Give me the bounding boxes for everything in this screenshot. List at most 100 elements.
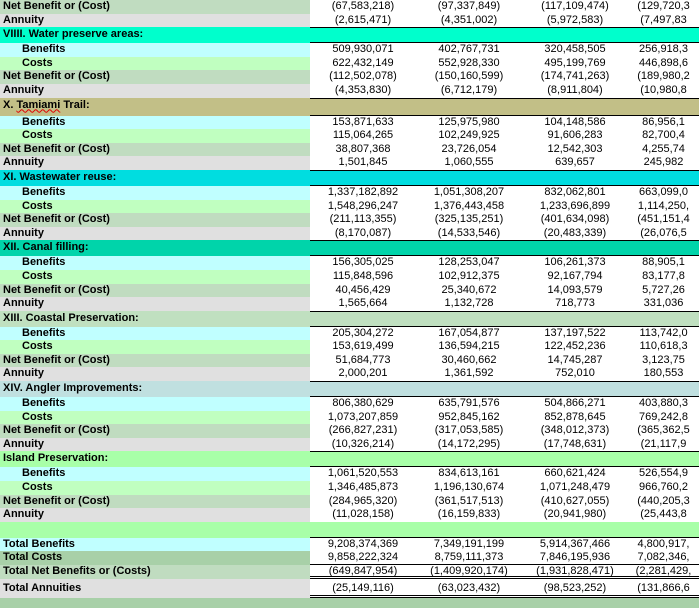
value-cell[interactable] (628, 240, 699, 257)
row-label-cell[interactable]: Total Costs (0, 551, 310, 565)
row-label-cell[interactable]: Net Benefit or (Cost) (0, 213, 310, 227)
value-cell[interactable]: 718,773 (522, 297, 628, 311)
value-cell[interactable] (416, 27, 522, 44)
value-cell[interactable] (310, 240, 416, 257)
value-cell[interactable]: 8,759,111,373 (416, 551, 522, 565)
value-cell[interactable] (628, 451, 699, 468)
value-cell[interactable]: 320,458,505 (522, 43, 628, 57)
value-cell[interactable]: (649,847,954) (310, 565, 416, 579)
value-cell[interactable]: 137,197,522 (522, 326, 628, 341)
value-cell[interactable]: 115,064,265 (310, 129, 416, 143)
value-cell[interactable] (522, 597, 628, 608)
row-label-cell[interactable]: Benefits (0, 43, 310, 57)
value-cell[interactable]: (4,353,830) (310, 83, 416, 98)
row-label-cell[interactable]: Annuity (0, 437, 310, 452)
value-cell[interactable]: 180,553 (628, 367, 699, 382)
value-cell[interactable]: 1,361,592 (416, 367, 522, 382)
value-cell[interactable]: (317,053,585) (416, 424, 522, 438)
value-cell[interactable]: (67,583,218) (310, 0, 416, 14)
value-cell[interactable]: 92,167,794 (522, 269, 628, 284)
value-cell[interactable] (522, 381, 628, 398)
value-cell[interactable]: (14,172,295) (416, 437, 522, 452)
row-label-cell[interactable]: Benefits (0, 326, 310, 341)
value-cell[interactable]: (361,517,513) (416, 494, 522, 509)
value-cell[interactable]: 14,093,579 (522, 283, 628, 298)
value-cell[interactable] (310, 451, 416, 468)
value-cell[interactable]: 526,554,9 (628, 467, 699, 482)
value-cell[interactable]: 245,982 (628, 156, 699, 170)
row-label-cell[interactable]: Net Benefit or (Cost) (0, 494, 310, 509)
row-label-cell[interactable]: Net Benefit or (Cost) (0, 70, 310, 84)
row-label-cell[interactable] (0, 521, 310, 538)
row-label-cell[interactable]: Costs (0, 56, 310, 71)
value-cell[interactable]: (150,160,599) (416, 70, 522, 84)
section-title[interactable]: XII. Canal filling: (0, 240, 310, 257)
section-title[interactable]: X. Tamiami Trail: (0, 97, 310, 116)
value-cell[interactable]: (14,533,546) (416, 226, 522, 241)
row-label-cell[interactable]: Net Benefit or (Cost) (0, 353, 310, 368)
value-cell[interactable]: 552,928,330 (416, 56, 522, 71)
value-cell[interactable]: 1,132,728 (416, 297, 522, 311)
value-cell[interactable]: 14,745,287 (522, 353, 628, 368)
value-cell[interactable] (522, 169, 628, 186)
row-label-cell[interactable]: Benefits (0, 397, 310, 411)
row-label-cell[interactable]: Benefits (0, 185, 310, 200)
value-cell[interactable]: 51,684,773 (310, 353, 416, 368)
value-cell[interactable]: 1,071,248,479 (522, 481, 628, 495)
value-cell[interactable]: 509,930,071 (310, 43, 416, 57)
row-label-cell[interactable]: Costs (0, 410, 310, 425)
value-cell[interactable]: (17,748,631) (522, 437, 628, 452)
value-cell[interactable]: 852,878,645 (522, 410, 628, 425)
value-cell[interactable] (628, 97, 699, 116)
value-cell[interactable] (416, 597, 522, 608)
row-label-cell[interactable]: Costs (0, 340, 310, 354)
value-cell[interactable] (310, 521, 416, 538)
value-cell[interactable] (416, 451, 522, 468)
value-cell[interactable]: (5,972,583) (522, 13, 628, 28)
value-cell[interactable]: 104,148,586 (522, 115, 628, 130)
value-cell[interactable]: 952,845,162 (416, 410, 522, 425)
value-cell[interactable]: (4,351,002) (416, 13, 522, 28)
value-cell[interactable] (310, 310, 416, 327)
value-cell[interactable]: 3,123,75 (628, 353, 699, 368)
value-cell[interactable]: 30,460,662 (416, 353, 522, 368)
row-label-cell[interactable]: Net Benefit or (Cost) (0, 283, 310, 298)
value-cell[interactable]: (325,135,251) (416, 213, 522, 227)
value-cell[interactable]: 7,349,191,199 (416, 537, 522, 552)
value-cell[interactable] (310, 381, 416, 398)
value-cell[interactable] (628, 27, 699, 44)
value-cell[interactable]: 91,606,283 (522, 129, 628, 143)
value-cell[interactable]: 1,196,130,674 (416, 481, 522, 495)
value-cell[interactable]: (117,109,474) (522, 0, 628, 14)
value-cell[interactable]: 832,062,801 (522, 185, 628, 200)
value-cell[interactable]: 4,800,917, (628, 537, 699, 552)
value-cell[interactable]: (2,281,429, (628, 565, 699, 579)
section-title[interactable]: XIV. Angler Improvements: (0, 381, 310, 398)
value-cell[interactable] (522, 97, 628, 116)
value-cell[interactable]: 1,114,250, (628, 199, 699, 214)
value-cell[interactable]: 1,073,207,859 (310, 410, 416, 425)
value-cell[interactable]: 2,000,201 (310, 367, 416, 382)
value-cell[interactable]: 110,618,3 (628, 340, 699, 354)
row-label-cell[interactable]: Net Benefit or (Cost) (0, 0, 310, 14)
value-cell[interactable]: (410,627,055) (522, 494, 628, 509)
value-cell[interactable]: 102,912,375 (416, 269, 522, 284)
value-cell[interactable]: 9,858,222,324 (310, 551, 416, 565)
value-cell[interactable]: (174,741,263) (522, 70, 628, 84)
value-cell[interactable] (628, 381, 699, 398)
value-cell[interactable] (522, 27, 628, 44)
value-cell[interactable]: 966,760,2 (628, 481, 699, 495)
value-cell[interactable]: (2,615,471) (310, 13, 416, 28)
value-cell[interactable]: 106,261,373 (522, 256, 628, 270)
value-cell[interactable]: 5,914,367,466 (522, 537, 628, 552)
value-cell[interactable]: 5,727,26 (628, 283, 699, 298)
value-cell[interactable]: 86,956,1 (628, 115, 699, 130)
row-label-cell[interactable]: Annuity (0, 156, 310, 170)
value-cell[interactable] (522, 240, 628, 257)
row-label-cell[interactable]: Costs (0, 481, 310, 495)
value-cell[interactable]: (8,170,087) (310, 226, 416, 241)
value-cell[interactable] (522, 310, 628, 327)
value-cell[interactable] (628, 310, 699, 327)
value-cell[interactable]: 256,918,3 (628, 43, 699, 57)
section-title[interactable]: XIII. Coastal Preservation: (0, 310, 310, 327)
